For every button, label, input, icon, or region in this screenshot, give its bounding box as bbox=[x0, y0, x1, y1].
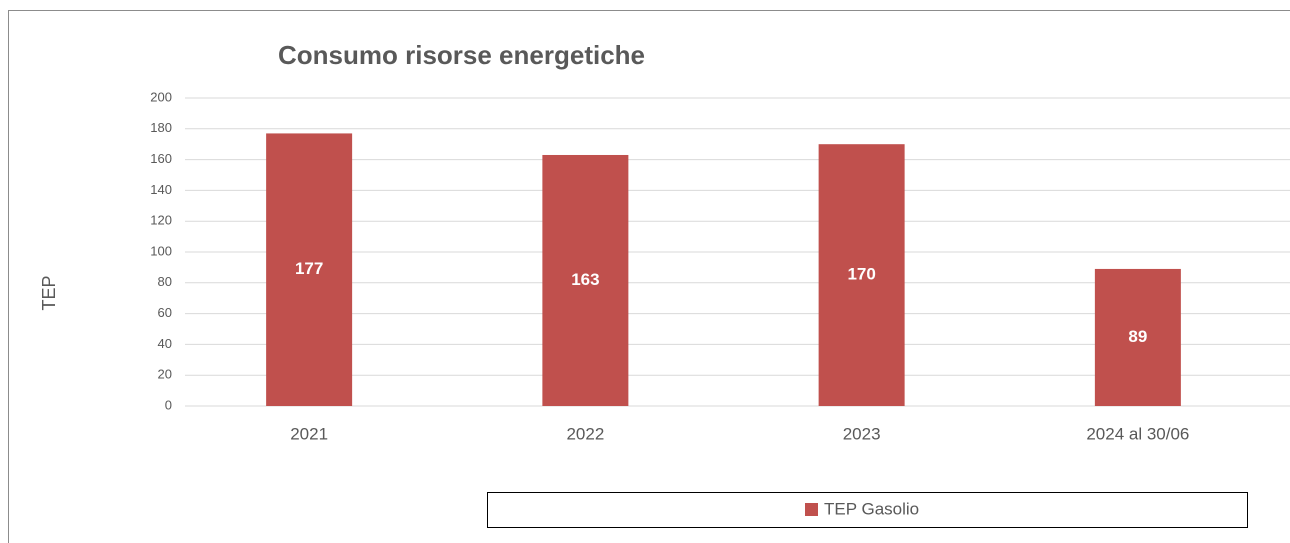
data-label: 177 bbox=[295, 259, 323, 278]
legend-box bbox=[487, 492, 1248, 528]
x-tick-label: 2024 al 30/06 bbox=[1086, 424, 1189, 443]
bar bbox=[1094, 268, 1181, 406]
x-tick-label: 2023 bbox=[843, 424, 881, 443]
y-tick-label: 40 bbox=[158, 336, 172, 351]
y-tick-label: 200 bbox=[150, 89, 172, 104]
chart-title: Consumo risorse energetiche bbox=[278, 40, 645, 70]
x-tick-label: 2021 bbox=[290, 424, 328, 443]
bar bbox=[818, 144, 905, 406]
x-tick-label: 2022 bbox=[566, 424, 604, 443]
data-label: 170 bbox=[847, 265, 875, 284]
y-tick-label: 180 bbox=[150, 120, 172, 135]
y-tick-label: 160 bbox=[150, 151, 172, 166]
y-tick-label: 80 bbox=[158, 274, 172, 289]
data-label: 89 bbox=[1128, 327, 1147, 346]
y-tick-label: 20 bbox=[158, 367, 172, 382]
legend-label: TEP Gasolio bbox=[824, 499, 919, 518]
y-tick-label: 120 bbox=[150, 213, 172, 228]
y-tick-label: 60 bbox=[158, 305, 172, 320]
legend-swatch bbox=[805, 503, 818, 516]
y-tick-label: 100 bbox=[150, 243, 172, 258]
data-label: 163 bbox=[571, 270, 599, 289]
bar bbox=[266, 133, 353, 407]
y-tick-label: 140 bbox=[150, 182, 172, 197]
chart-frame bbox=[8, 10, 1290, 543]
bar bbox=[542, 154, 629, 406]
y-axis-label: TEP bbox=[39, 275, 59, 310]
y-tick-label: 0 bbox=[165, 397, 172, 412]
